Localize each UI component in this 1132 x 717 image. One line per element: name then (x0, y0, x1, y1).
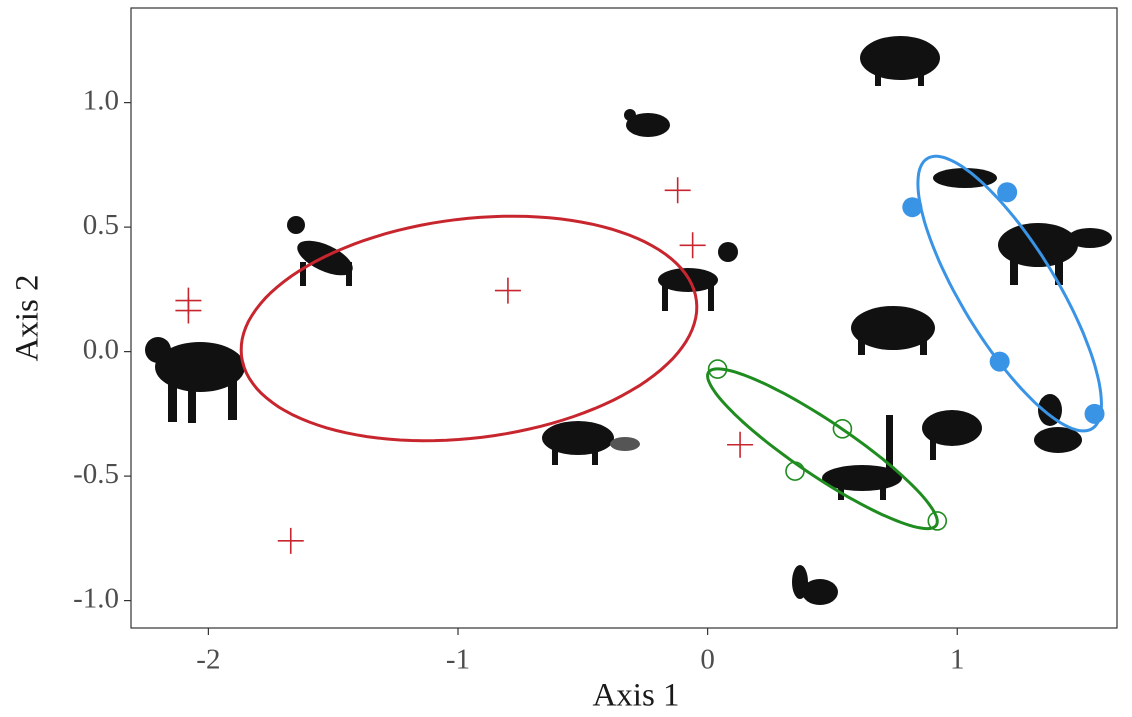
x-tick-label: 0 (700, 644, 715, 676)
peccary-icon (860, 36, 940, 86)
capybara-icon (851, 306, 935, 355)
point (927, 511, 948, 531)
point (664, 177, 691, 204)
y-tick-label: 0.0 (83, 333, 119, 365)
point (989, 351, 1010, 372)
porcupine-icon (922, 410, 982, 460)
x-tick-label: 1 (950, 644, 965, 676)
raccoon-icon (542, 421, 640, 465)
point (785, 461, 805, 481)
point (707, 359, 728, 379)
cow-icon (145, 337, 245, 423)
point (832, 419, 853, 439)
opossum-icon (624, 109, 670, 137)
point (1084, 403, 1105, 424)
x-tick-label: -1 (446, 644, 470, 676)
squirrel-icon (792, 565, 838, 605)
tapir-icon (998, 223, 1112, 285)
point (175, 297, 202, 324)
y-tick-label: -1.0 (73, 582, 119, 614)
point (997, 182, 1018, 203)
y-tick-label: -0.5 (73, 458, 119, 490)
point (277, 527, 304, 554)
point (679, 232, 706, 259)
y-tick-label: 1.0 (83, 84, 119, 116)
point (727, 431, 754, 458)
point (902, 197, 923, 218)
group-ellipse (916, 154, 1103, 433)
ferret-icon (933, 168, 997, 188)
x-axis-label: Axis 1 (592, 678, 679, 714)
group-ellipse (239, 214, 699, 443)
y-tick-label: 0.5 (83, 209, 119, 241)
plot-panel (130, 7, 1118, 629)
x-tick-label: -2 (196, 644, 220, 676)
point (494, 277, 521, 304)
y-axis-label: Axis 2 (10, 274, 46, 361)
